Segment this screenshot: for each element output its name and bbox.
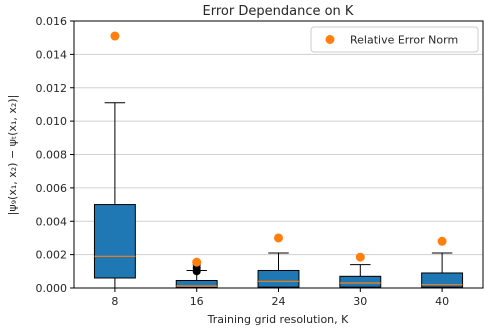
y-tick-label: 0.006 xyxy=(36,182,68,195)
x-tick-label: 40 xyxy=(435,295,449,308)
relative-error-point xyxy=(192,257,202,267)
legend-marker xyxy=(325,35,335,44)
relative-error-point xyxy=(274,233,283,243)
x-tick-label: 16 xyxy=(190,295,204,308)
x-axis-label: Training grid resolution, K xyxy=(207,313,350,326)
box-body xyxy=(175,279,218,288)
y-tick-label: 0.004 xyxy=(36,215,68,228)
x-tick-label: 30 xyxy=(353,295,367,308)
chart-title: Error Dependance on K xyxy=(203,4,354,19)
box-body xyxy=(339,275,382,288)
box-8 xyxy=(93,102,136,288)
plot-frame xyxy=(73,20,484,289)
box-40 xyxy=(421,252,464,288)
y-axis-label: |ψ₉(x₁, x₂) − ψₜ(x₁, x₂)| xyxy=(6,95,19,216)
y-tick-label: 0.016 xyxy=(36,15,68,28)
x-tick-label: 8 xyxy=(111,295,118,308)
box-body xyxy=(257,269,300,288)
box-body xyxy=(93,204,136,279)
y-axis-ticks: 0.000 0.002 0.004 0.006 0.008 0.010 0.012 0.014… xyxy=(36,15,74,295)
box-body xyxy=(421,272,464,288)
box-24 xyxy=(257,252,300,288)
box-30 xyxy=(339,264,382,288)
y-tick-label: 0.000 xyxy=(36,282,68,295)
box-series xyxy=(93,102,464,288)
y-tick-label: 0.008 xyxy=(36,149,68,162)
legend-label: Relative Error Norm xyxy=(350,34,458,47)
y-tick-label: 0.014 xyxy=(36,48,68,61)
relative-error-points xyxy=(110,31,447,267)
relative-error-point xyxy=(110,31,120,41)
y-tick-label: 0.012 xyxy=(36,82,68,95)
relative-error-point xyxy=(355,252,365,262)
y-tick-label: 0.010 xyxy=(36,115,68,128)
x-tick-label: 24 xyxy=(272,295,286,308)
legend-box xyxy=(310,26,479,53)
legend: Relative Error Norm xyxy=(310,26,479,53)
relative-error-point xyxy=(437,236,447,246)
x-axis-ticks: 8 16 24 30 40 xyxy=(111,288,449,308)
y-tick-label: 0.002 xyxy=(36,249,68,262)
